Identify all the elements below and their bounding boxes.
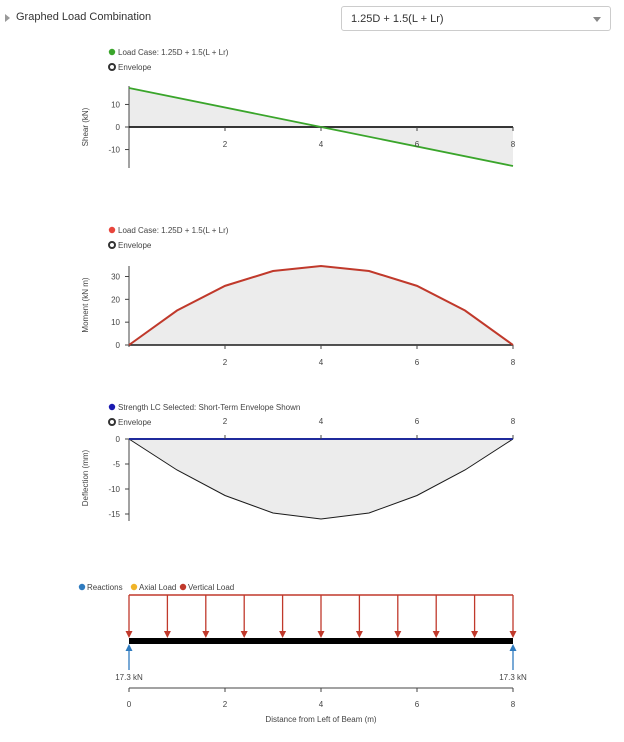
load-legend-reactions-marker	[78, 583, 86, 591]
distance-x-tick-label: 2	[223, 700, 228, 709]
distance-axis-label: Distance from Left of Beam (m)	[265, 715, 376, 724]
shear-y-tick-label: 10	[111, 100, 120, 109]
moment-legend-load-case: Load Case: 1.25D + 1.5(L + Lr)	[118, 226, 229, 235]
shear-axis-label: Shear (kN)	[81, 107, 90, 146]
moment-y-tick-label: 30	[111, 273, 120, 282]
load-combination-select[interactable]: 1.25D + 1.5(L + Lr)	[341, 6, 611, 31]
moment-series-line	[128, 264, 514, 346]
distance-x-tick-label: 8	[511, 700, 516, 709]
shear-y-tick-label: -10	[108, 146, 120, 155]
shear-x-tick-label: 2	[223, 140, 228, 149]
deflection-x-tick-label: 2	[223, 417, 228, 426]
shear-y-tick-label: 0	[116, 123, 121, 132]
moment-y-tick-label: 10	[111, 318, 120, 327]
load-arrow-head	[279, 631, 287, 638]
deflection-y-tick-label: 0	[116, 435, 121, 444]
distance-x-tick-label: 0	[127, 700, 132, 709]
load-legend-axial-load-marker	[130, 583, 138, 591]
load-arrow-head	[202, 631, 210, 638]
collapse-caret-icon[interactable]	[5, 14, 10, 22]
load-arrow-head	[509, 631, 517, 638]
shear-legend-load-case-marker	[108, 48, 116, 56]
load-legend-axial-load: Axial Load	[139, 583, 176, 592]
moment-x-tick-label: 2	[223, 358, 228, 367]
shear-x-tick-label: 6	[415, 140, 420, 149]
deflection-x-tick-label: 8	[511, 417, 516, 426]
reaction-arrow-head	[509, 644, 517, 651]
moment-y-tick-label: 20	[111, 295, 120, 304]
load-arrow-head	[317, 631, 325, 638]
load-legend-vertical-load-marker	[179, 583, 187, 591]
reaction-arrow-head	[125, 644, 133, 651]
distance-x-tick-label: 6	[415, 700, 420, 709]
moment-x-tick-label: 4	[319, 358, 324, 367]
moment-axis-label: Moment (kN m)	[81, 277, 90, 332]
chevron-down-icon[interactable]	[593, 17, 601, 22]
deflection-legend-envelope-marker	[108, 418, 116, 426]
deflection-envelope-line	[128, 438, 514, 520]
shear-x-tick-label: 4	[319, 140, 324, 149]
deflection-y-tick-label: -15	[108, 510, 120, 519]
shear-legend-envelope: Envelope	[118, 63, 152, 72]
graphed-load-combination-header: Graphed Load Combination 1.25D + 1.5(L +…	[0, 0, 624, 38]
deflection-x-tick-label: 4	[319, 417, 324, 426]
section-title: Graphed Load Combination	[16, 11, 152, 23]
moment-legend-envelope: Envelope	[118, 241, 152, 250]
load-arrow-head	[394, 631, 402, 638]
deflection-x-tick-label: 6	[415, 417, 420, 426]
moment-y-tick-label: 0	[116, 341, 121, 350]
shear-x-tick-label: 8	[511, 140, 516, 149]
load-combination-select-value: 1.25D + 1.5(L + Lr)	[351, 13, 444, 25]
moment-legend-envelope-marker	[108, 241, 116, 249]
load-arrow-head	[240, 631, 248, 638]
reaction-label: 17.3 kN	[115, 673, 143, 682]
moment-legend-load-case-marker	[108, 226, 116, 234]
load-arrow-head	[432, 631, 440, 638]
deflection-envelope-area	[129, 439, 513, 519]
shear-legend-envelope-marker	[108, 63, 116, 71]
load-legend-vertical-load: Vertical Load	[188, 583, 234, 592]
deflection-legend-envelope: Envelope	[118, 418, 152, 427]
moment-x-tick-label: 8	[511, 358, 516, 367]
moment-x-tick-label: 6	[415, 358, 420, 367]
reaction-label: 17.3 kN	[499, 673, 527, 682]
beam-bar	[129, 638, 513, 644]
load-arrow-head	[471, 631, 479, 638]
distance-x-tick-label: 4	[319, 700, 324, 709]
load-arrow-head	[163, 631, 171, 638]
load-arrow-head	[125, 631, 133, 638]
deflection-axis-label: Deflection (mm)	[81, 449, 90, 506]
shear-legend-load-case: Load Case: 1.25D + 1.5(L + Lr)	[118, 48, 229, 57]
deflection-y-tick-label: -5	[113, 460, 121, 469]
deflection-y-tick-label: -10	[108, 485, 120, 494]
load-legend-reactions: Reactions	[87, 583, 123, 592]
deflection-legend-strength-marker	[108, 403, 116, 411]
deflection-legend-strength: Strength LC Selected: Short-Term Envelop…	[118, 403, 300, 412]
load-arrow-head	[355, 631, 363, 638]
moment-envelope-area	[129, 266, 513, 345]
